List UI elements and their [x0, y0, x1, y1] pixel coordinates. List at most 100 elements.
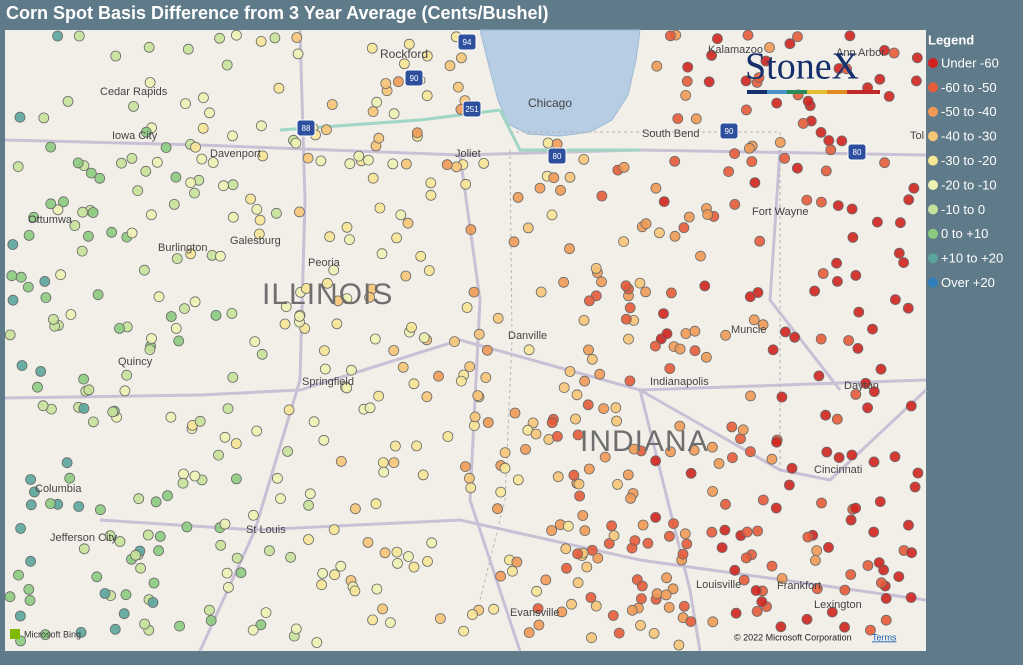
dot: [661, 328, 673, 340]
dot: [744, 291, 756, 303]
dot: [196, 153, 208, 165]
dot: [87, 207, 99, 218]
dot: [461, 302, 473, 313]
dot: [636, 593, 647, 605]
dot: [572, 429, 584, 441]
legend-label: 0 to +10: [941, 226, 988, 241]
dot: [742, 29, 754, 41]
dot: [625, 492, 636, 504]
dot: [839, 621, 850, 633]
dot: [174, 620, 186, 632]
dot: [214, 32, 226, 44]
map-labels: Rockford Chicago Kalamazoo Ann Arbor Cedar R…: [28, 44, 924, 619]
dot: [73, 501, 85, 512]
dot: [48, 313, 59, 325]
dot: [165, 411, 177, 423]
legend-label: -60 to -50: [941, 80, 997, 95]
dot: [628, 443, 640, 455]
map-label: Burlington: [158, 242, 208, 254]
dot: [667, 583, 679, 595]
legend-label: Under -60: [941, 55, 999, 70]
dot: [730, 607, 742, 619]
dot: [95, 504, 106, 516]
dot: [230, 473, 242, 485]
dot: [839, 584, 851, 596]
dot: [564, 171, 576, 183]
dot: [658, 196, 670, 208]
legend-label: +10 to +20: [941, 251, 1003, 266]
dot: [860, 377, 872, 389]
dot: [303, 534, 314, 545]
dot: [398, 58, 410, 70]
dot: [511, 556, 523, 568]
dot: [592, 552, 604, 564]
dot: [425, 189, 437, 201]
dot: [247, 624, 259, 636]
dot: [568, 469, 580, 481]
dot: [22, 281, 34, 293]
dot: [464, 361, 476, 373]
dot: [364, 402, 376, 414]
dot: [574, 490, 585, 502]
dot: [408, 561, 420, 573]
dot: [512, 474, 524, 486]
dot: [369, 333, 381, 345]
dot: [282, 445, 294, 457]
dot: [618, 236, 629, 248]
dot: [319, 363, 331, 375]
terms-link[interactable]: Terms: [872, 632, 897, 642]
dot: [831, 413, 843, 425]
dot: [91, 571, 103, 583]
dot: [423, 265, 435, 276]
dot: [197, 122, 209, 134]
dot: [45, 141, 57, 153]
dot: [776, 573, 788, 584]
dot: [444, 60, 456, 72]
dot: [321, 277, 333, 289]
legend-swatch: [928, 228, 938, 239]
dot: [534, 182, 546, 194]
dot: [745, 446, 756, 458]
dot: [387, 158, 399, 170]
highway-shields: 94 90 251 88 80 90 80: [296, 33, 867, 165]
dot: [227, 211, 239, 223]
dot: [623, 333, 634, 345]
dot: [775, 621, 787, 633]
dot: [875, 363, 887, 375]
dot: [452, 81, 464, 93]
dot: [764, 42, 775, 53]
dot: [552, 471, 564, 483]
dot: [666, 287, 677, 299]
dot: [622, 469, 634, 481]
map-label: St Louis: [246, 524, 286, 536]
dot: [579, 525, 591, 536]
dot: [825, 144, 837, 156]
dot: [911, 52, 923, 64]
dot: [177, 477, 189, 489]
dot: [379, 547, 391, 559]
dot: [546, 525, 557, 536]
dot: [254, 214, 266, 226]
dot: [727, 452, 738, 464]
dot: [583, 463, 595, 475]
shield-number: 90: [725, 127, 734, 136]
dot: [648, 628, 660, 639]
dot: [421, 50, 433, 62]
dot: [170, 171, 182, 183]
dot: [540, 574, 552, 586]
dot: [678, 222, 690, 234]
dot: [449, 336, 460, 348]
dot: [311, 637, 323, 648]
legend-swatch: [928, 106, 938, 117]
dot: [219, 518, 231, 530]
dot: [88, 416, 99, 428]
dot: [294, 310, 305, 322]
map-label: Evansville: [510, 607, 560, 619]
dot: [128, 101, 139, 112]
dot: [415, 250, 427, 262]
dot: [850, 388, 862, 400]
dot: [792, 31, 803, 43]
dot: [189, 470, 201, 482]
dot: [78, 373, 89, 385]
dot: [868, 456, 880, 468]
